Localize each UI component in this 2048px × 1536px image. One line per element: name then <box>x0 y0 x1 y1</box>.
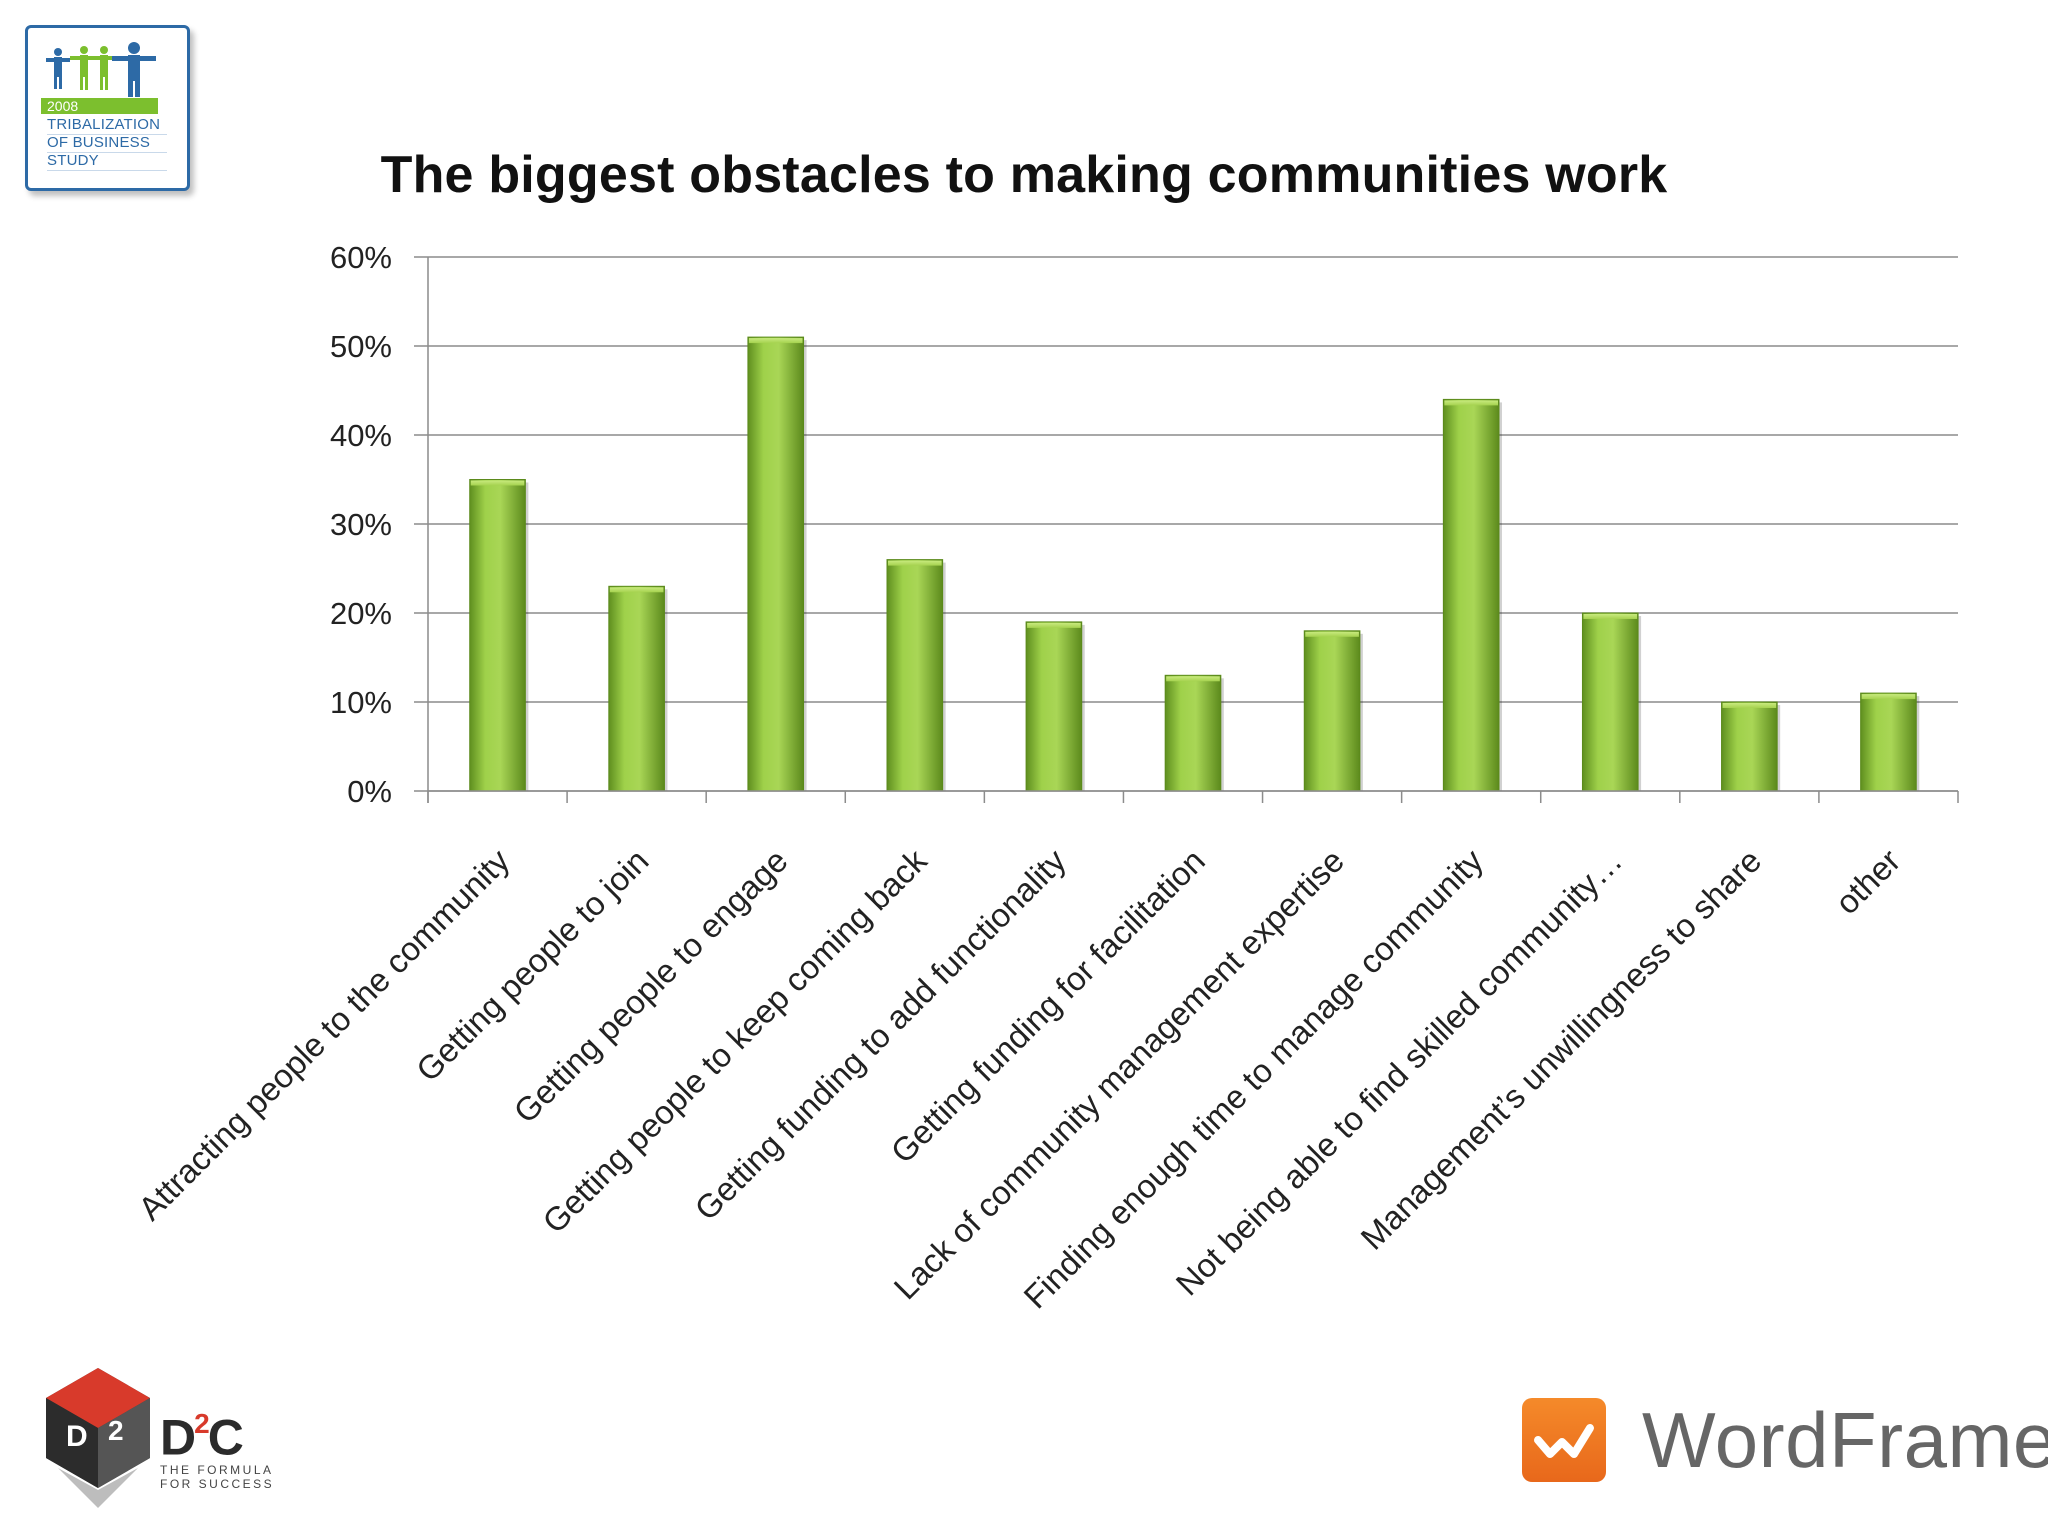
y-tick-label: 30% <box>330 507 392 542</box>
y-tick-label: 40% <box>330 418 392 453</box>
badge-year: 2008 <box>41 98 158 114</box>
bar <box>1303 630 1361 792</box>
bar <box>1581 612 1639 792</box>
svg-text:2: 2 <box>108 1415 124 1446</box>
bar-top <box>1444 400 1498 406</box>
bar-chart: 0%10%20%30%40%50%60%Attracting people to… <box>131 240 1959 1315</box>
bar <box>1025 621 1083 792</box>
y-tick-label: 0% <box>347 774 392 809</box>
d2c-tagline-2: FOR SUCCESS <box>160 1476 275 1491</box>
y-tick-label: 10% <box>330 685 392 720</box>
d2c-brand: D2C <box>160 1408 244 1466</box>
study-badge-logo: 2008 TRIBALIZATION OF BUSINESS STUDY <box>25 25 190 191</box>
bar <box>886 559 944 792</box>
y-tick-label: 60% <box>330 240 392 275</box>
svg-text:D: D <box>66 1420 88 1453</box>
x-tick-label: other <box>1828 842 1907 921</box>
bar-top <box>888 560 942 566</box>
bar-top <box>1027 622 1081 628</box>
bar-top <box>1166 676 1220 682</box>
d2c-tagline-1: THE FORMULA <box>160 1462 274 1477</box>
bar <box>1442 398 1500 792</box>
bar-top <box>470 480 525 486</box>
chart-title: The biggest obstacles to making communit… <box>380 146 1668 204</box>
bar-top <box>1722 703 1777 708</box>
bar <box>608 585 665 792</box>
wordframe-wordmark: WordFrame <box>1642 1396 2048 1484</box>
y-tick-label: 20% <box>330 596 392 631</box>
badge-line-1: TRIBALIZATION <box>47 116 161 133</box>
badge-divider <box>47 134 167 135</box>
bar-top <box>1305 631 1359 637</box>
x-tick-label: Getting people to engage <box>506 842 794 1130</box>
bar-top <box>748 338 803 344</box>
d2c-wordmark: D2C THE FORMULA FOR SUCCESS <box>160 1403 274 1491</box>
badge-divider <box>47 170 167 171</box>
people-icon <box>46 42 156 97</box>
bar-top <box>1861 694 1916 700</box>
wordframe-logo-icon <box>1522 1398 1606 1482</box>
bar <box>1721 701 1778 792</box>
y-tick-label: 50% <box>330 329 392 364</box>
x-tick-label: Getting people to join <box>409 842 656 1089</box>
bar <box>747 336 805 792</box>
bar <box>1164 674 1222 792</box>
bar-top <box>609 587 664 593</box>
badge-line-3: STUDY <box>47 152 99 169</box>
bar <box>469 479 526 792</box>
bar-top <box>1583 614 1638 619</box>
d2c-logo-icon: D 2 <box>46 1368 150 1508</box>
badge-divider <box>47 152 167 153</box>
bar <box>1860 692 1917 792</box>
badge-line-2: OF BUSINESS <box>47 134 151 151</box>
